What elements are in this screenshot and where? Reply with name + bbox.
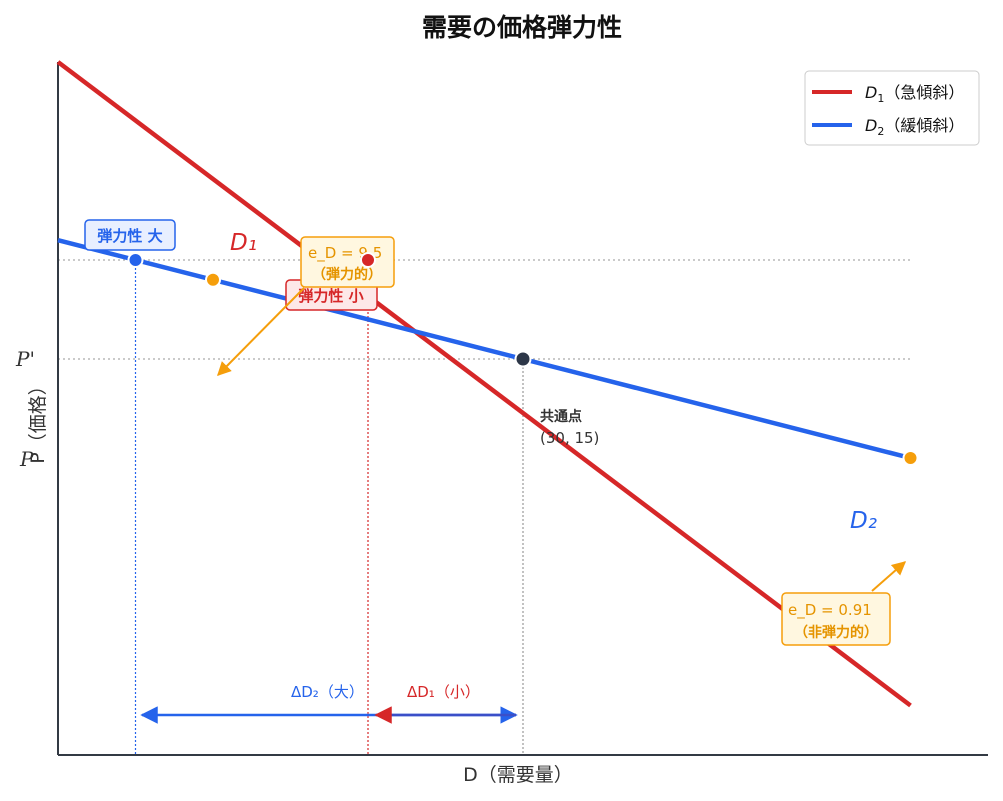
delta-d1-label: ΔD₁（小） <box>407 683 480 701</box>
legend-label-d2: D2（緩傾斜） <box>865 116 964 138</box>
point-inelastic-point <box>902 450 919 466</box>
elastic-annotation-arrow <box>217 287 305 376</box>
e-inelastic-desc: （非弾力的） <box>794 624 878 641</box>
legend: D1（急傾斜） D2（緩傾斜） <box>804 70 980 146</box>
elastic-big-box <box>84 219 176 251</box>
e-elastic-box <box>300 236 395 288</box>
e-elastic-desc: （弾力的） <box>312 266 382 283</box>
e-inelastic-value: e_D = 0.91 <box>788 601 872 620</box>
inelastic-annotation-arrow <box>871 561 907 592</box>
x-axis-label: D（需要量） <box>463 764 573 786</box>
demand-curves <box>56 60 912 708</box>
demand-curve-d2 <box>57 238 912 461</box>
d1-curve-label: D₁ <box>230 230 257 256</box>
price-label-p-prime: P' <box>15 347 35 371</box>
y-axis-label: P（価格） <box>27 376 49 463</box>
e-inelastic-box <box>781 592 891 646</box>
point-d2-at-pprime <box>127 252 144 268</box>
point-elastic-point <box>205 271 221 288</box>
price-label-p: P <box>19 447 34 471</box>
elastic-big-label: 弾力性 大 <box>97 227 162 245</box>
demand-curve-d1 <box>56 60 912 708</box>
common-point-coord: (30, 15) <box>540 429 599 447</box>
point-d1-at-pprime <box>360 252 376 268</box>
d2-curve-label: D₂ <box>850 508 877 534</box>
delta-d2-label: ΔD₂（大） <box>291 683 364 701</box>
point-common <box>514 350 532 368</box>
elastic-small-label: 弾力性 小 <box>298 287 363 305</box>
common-point-title: 共通点 <box>540 408 582 425</box>
chart-title: 需要の価格弾力性 <box>422 13 622 42</box>
legend-label-d1: D1（急傾斜） <box>865 83 964 105</box>
data-points <box>127 252 919 466</box>
guide-lines <box>58 259 911 755</box>
